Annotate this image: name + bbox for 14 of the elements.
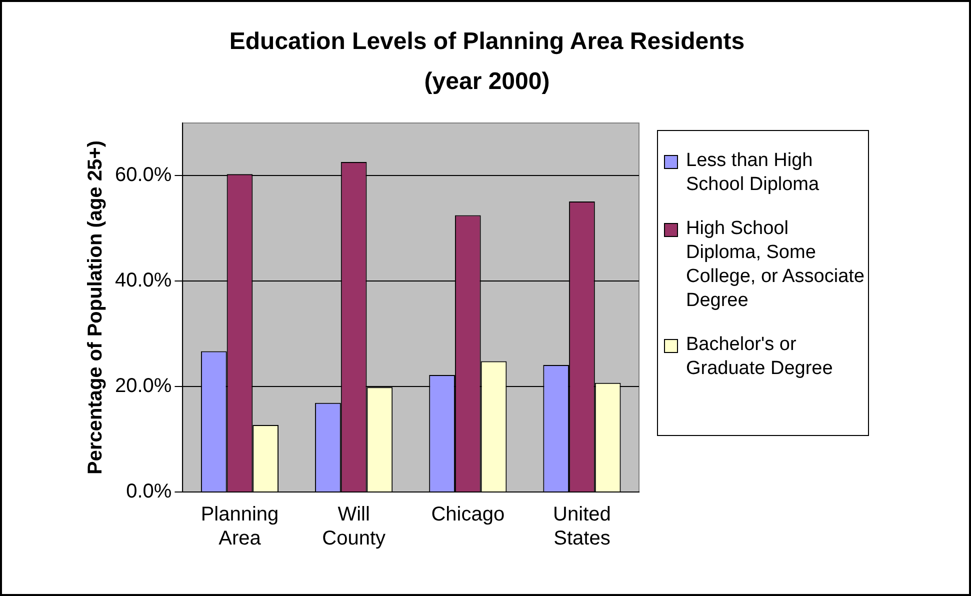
- x-tick-label: Chicago: [431, 504, 505, 526]
- x-tick-label: United States: [553, 504, 611, 550]
- x-tick-label: Will County: [322, 504, 386, 550]
- y-tick-label: 40.0%: [114, 270, 172, 292]
- y-tick-label: 60.0%: [114, 164, 172, 186]
- legend-label: Less than High School Diploma: [686, 149, 820, 197]
- chart-title: Education Levels of Planning Area Residents: [228, 27, 746, 57]
- legend-label: High School Diploma, Some College, or Associate Degree: [686, 217, 866, 313]
- x-tick-label: Planning Area: [200, 504, 279, 550]
- y-axis-title: Percentage of Population (age 25+): [84, 140, 107, 474]
- y-tick-label: 0.0%: [126, 480, 172, 503]
- legend-label: Bachelor's or Graduate Degree: [686, 333, 834, 381]
- y-tick-label: 20.0%: [114, 375, 172, 398]
- chart-subtitle: (year 2000): [423, 67, 551, 97]
